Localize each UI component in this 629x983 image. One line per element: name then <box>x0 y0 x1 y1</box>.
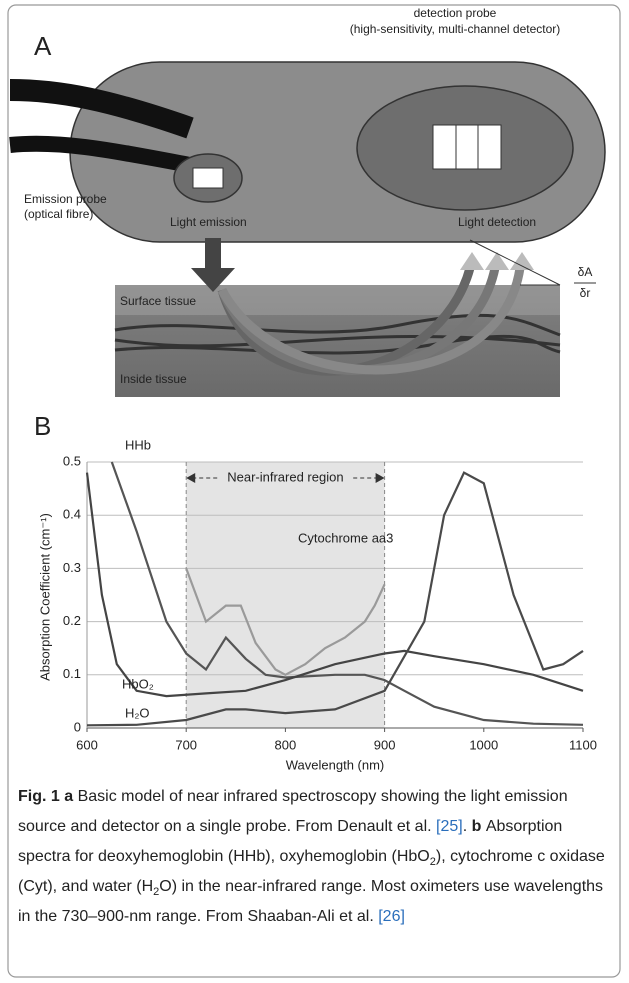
light-detection-label: Light detection <box>458 215 536 229</box>
detection-probe-detail: (high-sensitivity, multi-channel detecto… <box>350 22 561 36</box>
caption-sub: 2 <box>429 856 436 869</box>
caption-bold: a <box>59 788 78 805</box>
caption-bold: Fig. 1 <box>18 788 60 805</box>
caption-plain: Absorption spectra for deoxyhemoglobin (… <box>18 818 563 865</box>
caption-plain: . <box>462 818 468 835</box>
figure-border <box>7 4 621 978</box>
emission-probe-label: Emission probe <box>24 192 107 206</box>
shaded-region <box>186 462 385 728</box>
gradient-line <box>469 239 561 286</box>
series-line <box>185 568 386 677</box>
series-line <box>85 472 584 698</box>
caption: Fig. 1 a Basic model of near infrared sp… <box>18 782 614 932</box>
cable <box>9 135 192 173</box>
y-tick-label: 0 <box>74 719 81 734</box>
detection-arrows <box>460 252 534 270</box>
x-axis-title: Wavelength (nm) <box>286 757 385 772</box>
gradient-denominator: δr <box>580 286 591 300</box>
y-tick-label: 0.4 <box>63 507 81 522</box>
inside-tissue-label: Inside tissue <box>120 372 187 386</box>
caption-ref: [25] <box>436 818 463 835</box>
series-label: HbO₂ <box>122 676 154 691</box>
emission-probe-detail: (optical fibre) <box>24 207 93 221</box>
emitter <box>192 167 224 189</box>
y-axis-title: Absorption Coefficient (cm⁻¹) <box>37 513 52 681</box>
x-tick-label: 800 <box>275 737 297 752</box>
detector <box>432 124 502 170</box>
series-label: H₂O <box>125 705 150 720</box>
region-label-bg <box>219 469 352 487</box>
caption-sub: 2 <box>153 886 160 899</box>
y-tick-label: 0.2 <box>63 613 81 628</box>
surface-tissue-label: Surface tissue <box>120 294 196 308</box>
caption-ref: [26] <box>378 908 405 925</box>
emission-arrow <box>191 238 235 292</box>
caption-plain: O) in the near-infrared range. Most oxim… <box>18 878 604 925</box>
gradient-numerator: δA <box>578 265 593 279</box>
x-tick-label: 700 <box>175 737 197 752</box>
cable <box>9 79 194 139</box>
x-tick-label: 900 <box>374 737 396 752</box>
series-line <box>86 471 584 727</box>
caption-plain: ), cytochrome c oxidase (Cyt), and water… <box>18 848 605 895</box>
y-tick-label: 0.1 <box>63 666 81 681</box>
y-tick-label: 0.3 <box>63 560 81 575</box>
series-line <box>110 461 584 726</box>
series-label: HHb <box>125 437 151 452</box>
caption-plain: Basic model of near infrared spectroscop… <box>18 788 568 835</box>
x-tick-label: 1000 <box>469 737 498 752</box>
panel-label: A <box>34 31 52 61</box>
light-path <box>218 267 525 375</box>
caption-bold: b <box>467 818 486 835</box>
x-tick-label: 1100 <box>569 737 597 752</box>
y-tick-label: 0.5 <box>63 453 81 468</box>
x-tick-label: 600 <box>76 737 98 752</box>
region-label: Near-infrared region <box>227 469 343 484</box>
panel-label: B <box>34 411 51 441</box>
light-emission-label: Light emission <box>170 215 247 229</box>
series-label: Cytochrome aa3 <box>298 530 393 545</box>
detection-probe-label: detection probe <box>414 6 497 20</box>
